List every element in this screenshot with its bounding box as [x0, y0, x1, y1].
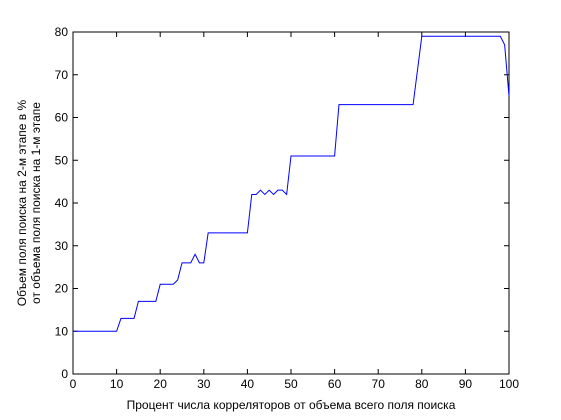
- x-tick-label: 30: [197, 377, 211, 391]
- y-tick-label: 0: [61, 367, 68, 381]
- x-tick-label: 0: [70, 377, 77, 391]
- axes-box: [72, 31, 510, 375]
- y-tick-label: 60: [55, 111, 69, 125]
- x-axis-label: Процент числа корреляторов от объема все…: [127, 398, 456, 412]
- y-tick-label: 80: [55, 25, 69, 39]
- x-tick-label: 20: [154, 377, 168, 391]
- x-tick-label: 90: [459, 377, 473, 391]
- x-tick-label: 40: [241, 377, 255, 391]
- x-tick-label: 60: [328, 377, 342, 391]
- y-tick-label: 20: [55, 282, 69, 296]
- y-tick-label: 10: [55, 324, 69, 338]
- x-tick-label: 70: [372, 377, 386, 391]
- x-tick-label: 10: [110, 377, 124, 391]
- data-line: [73, 35, 510, 332]
- y-axis-label: Объем поля поиска на 2-м этапе в %: [15, 99, 29, 306]
- y-axis-label: от объема поля поиска на 1-м этапе: [29, 102, 43, 304]
- y-tick-label: 30: [55, 239, 69, 253]
- x-tick-label: 80: [415, 377, 429, 391]
- x-tick-label: 100: [499, 377, 519, 391]
- y-tick-label: 50: [55, 153, 69, 167]
- y-tick-label: 70: [55, 68, 69, 82]
- x-tick-label: 50: [284, 377, 298, 391]
- y-tick-label: 40: [55, 196, 69, 210]
